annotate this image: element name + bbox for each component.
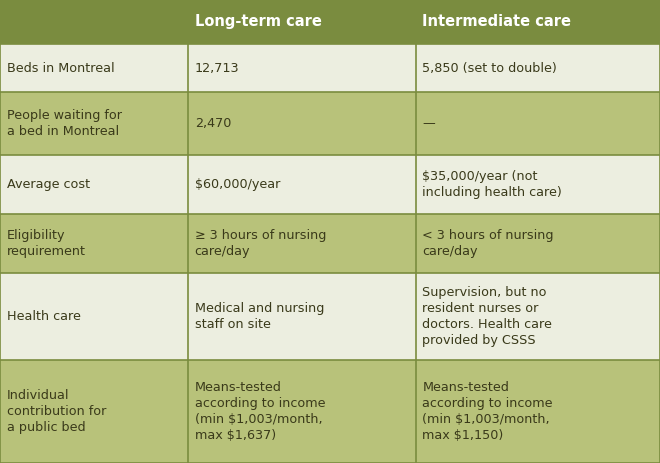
Bar: [416, 360, 660, 463]
Text: < 3 hours of nursing
care/day: < 3 hours of nursing care/day: [422, 229, 554, 258]
Text: $35,000/year (not
including health care): $35,000/year (not including health care): [422, 170, 562, 199]
Bar: [188, 44, 416, 93]
Bar: [0, 0, 188, 44]
Bar: [0, 93, 188, 155]
Bar: [188, 93, 416, 155]
Bar: [0, 44, 188, 93]
Text: Eligibility
requirement: Eligibility requirement: [7, 229, 86, 258]
Text: Average cost: Average cost: [7, 178, 90, 191]
Text: Beds in Montreal: Beds in Montreal: [7, 62, 114, 75]
Text: Means-tested
according to income
(min $1,003/month,
max $1,637): Means-tested according to income (min $1…: [195, 381, 325, 442]
Bar: [0, 155, 188, 214]
Bar: [188, 155, 416, 214]
Bar: [188, 0, 416, 44]
Text: $60,000/year: $60,000/year: [195, 178, 280, 191]
Bar: [416, 0, 660, 44]
Text: 2,470: 2,470: [195, 117, 231, 130]
Bar: [188, 273, 416, 360]
Bar: [416, 44, 660, 93]
Bar: [188, 214, 416, 273]
Bar: [0, 214, 188, 273]
Text: Individual
contribution for
a public bed: Individual contribution for a public bed: [7, 389, 106, 434]
Text: Means-tested
according to income
(min $1,003/month,
max $1,150): Means-tested according to income (min $1…: [422, 381, 553, 442]
Text: Supervision, but no
resident nurses or
doctors. Health care
provided by CSSS: Supervision, but no resident nurses or d…: [422, 286, 552, 347]
Bar: [416, 214, 660, 273]
Text: People waiting for
a bed in Montreal: People waiting for a bed in Montreal: [7, 109, 121, 138]
Bar: [416, 93, 660, 155]
Bar: [0, 273, 188, 360]
Text: ≥ 3 hours of nursing
care/day: ≥ 3 hours of nursing care/day: [195, 229, 326, 258]
Text: Medical and nursing
staff on site: Medical and nursing staff on site: [195, 301, 324, 331]
Bar: [0, 360, 188, 463]
Bar: [416, 155, 660, 214]
Bar: [416, 273, 660, 360]
Text: 5,850 (set to double): 5,850 (set to double): [422, 62, 557, 75]
Text: —: —: [422, 117, 435, 130]
Text: Health care: Health care: [7, 310, 81, 323]
Text: Intermediate care: Intermediate care: [422, 14, 572, 29]
Bar: [188, 360, 416, 463]
Text: Long-term care: Long-term care: [195, 14, 321, 29]
Text: 12,713: 12,713: [195, 62, 240, 75]
